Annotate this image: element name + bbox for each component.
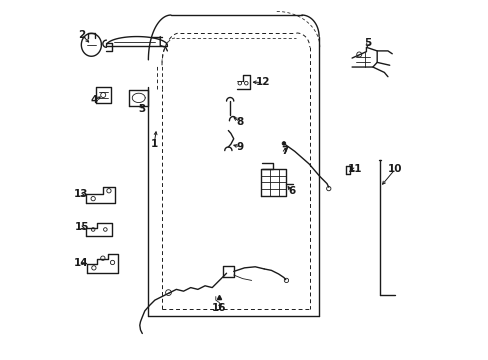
Text: 4: 4: [91, 95, 98, 105]
Text: 9: 9: [236, 142, 243, 152]
Text: 6: 6: [287, 186, 295, 197]
Text: 15: 15: [74, 222, 89, 232]
Text: 1: 1: [150, 139, 158, 149]
Text: 12: 12: [255, 77, 270, 87]
Text: 2: 2: [78, 30, 85, 40]
Text: 8: 8: [236, 117, 244, 127]
Text: 14: 14: [74, 258, 88, 268]
Text: 10: 10: [387, 164, 402, 174]
Circle shape: [282, 141, 285, 145]
Text: 3: 3: [139, 104, 145, 114]
Text: 11: 11: [347, 164, 362, 174]
Text: 5: 5: [364, 38, 371, 48]
Text: 16: 16: [211, 303, 225, 314]
Text: 13: 13: [74, 189, 88, 199]
Text: 7: 7: [281, 146, 288, 156]
